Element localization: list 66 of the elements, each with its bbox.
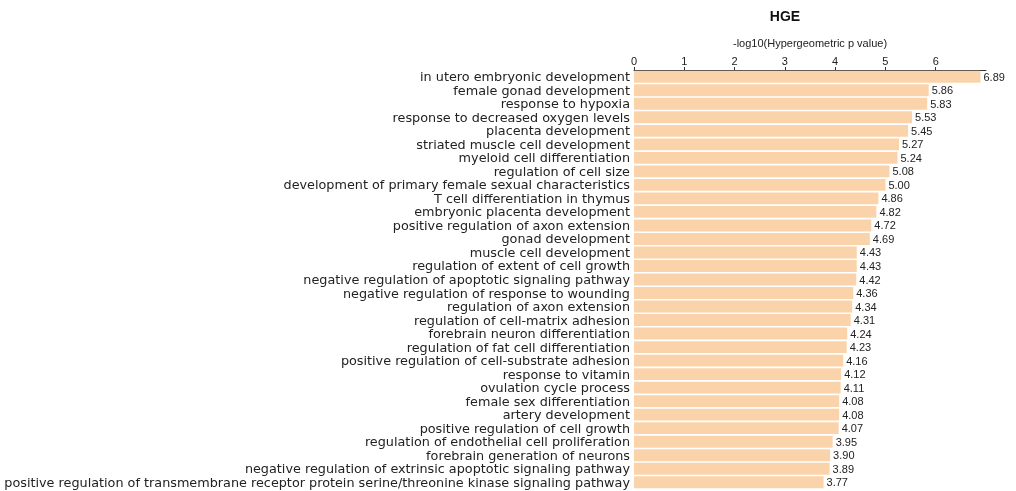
y-tick-label: negative regulation of extrinsic apoptotic signaling pathway [244,461,631,477]
data-label: 4.36 [856,287,878,300]
y-tick-label: artery development [502,407,630,423]
data-label: 5.08 [892,165,914,178]
y-tick-label: placenta development [486,123,630,139]
y-tick-label: gonad development [501,231,630,247]
data-label: 3.95 [835,435,858,448]
data-label: 5.27 [902,138,924,151]
y-tick-label: in utero embryonic development [420,69,630,85]
data-label: 5.83 [930,97,952,110]
x-tick-label: 6 [932,54,939,67]
data-label: 4.82 [879,205,901,218]
bar [634,260,857,272]
data-label: 5.45 [911,124,933,137]
y-tick-label: development of primary female sexual characteristics [283,177,631,193]
data-label: 3.90 [833,449,855,462]
data-label: 4.23 [849,341,872,354]
x-tick-label: 3 [781,54,788,67]
y-tick-label: ovulation cycle process [480,380,631,396]
data-label: 4.24 [850,327,872,340]
x-tick-label: 2 [731,54,738,67]
data-label: 5.86 [931,84,954,97]
y-tick-label: regulation of extent of cell growth [412,258,630,274]
x-tick-label: 0 [630,54,638,67]
data-label: 4.34 [855,300,877,313]
data-label: 4.31 [853,314,876,327]
data-label: 3.77 [826,476,848,489]
bar [634,287,854,299]
data-label: 4.12 [844,368,866,381]
y-tick-label: regulation of fat cell differentiation [406,339,630,355]
data-label: 4.72 [874,219,896,232]
data-label: 4.07 [841,422,864,435]
bar [634,246,857,259]
data-label: 4.42 [859,273,881,286]
y-tick-label: regulation of cell size [493,163,631,179]
y-tick-label: forebrain neuron differentiation [428,326,630,342]
data-label: 4.86 [881,192,903,205]
y-tick-label: embryonic placenta development [414,204,630,220]
data-label: 3.89 [832,462,855,475]
data-label: 4.43 [859,246,882,259]
y-tick-label: positive regulation of cell-substrate adhesion [340,353,630,369]
y-tick-label: regulation of axon extension [447,299,630,315]
bar [634,233,870,245]
chart-title: HGE [769,8,801,24]
bar [634,273,857,286]
data-label: 4.69 [872,232,895,245]
data-label: 4.16 [846,354,868,367]
bar [634,300,853,313]
data-label: 4.08 [842,395,864,408]
x-axis-title: -log10(Hypergeometric p value) [732,36,888,49]
bar [634,314,851,326]
x-tick-label: 1 [681,54,688,67]
data-label: 6.89 [983,70,1005,83]
data-label: 4.43 [859,259,882,272]
y-tick-label: myeloid cell differentiation [458,150,630,166]
y-tick-label: regulation of cell-matrix adhesion [414,312,630,328]
data-label: 4.11 [843,381,865,394]
x-tick-label: 5 [882,54,889,67]
y-tick-label: response to vitamin [502,366,630,382]
data-label: 5.00 [888,178,910,191]
data-label: 4.08 [842,408,864,421]
y-tick-label: negative regulation of apoptotic signaling pathway [303,272,631,287]
y-tick-label: regulation of endothelial cell proliferation [364,434,630,450]
x-tick-label: 4 [832,54,839,67]
data-label: 5.53 [915,111,937,124]
data-label: 5.24 [900,151,922,164]
